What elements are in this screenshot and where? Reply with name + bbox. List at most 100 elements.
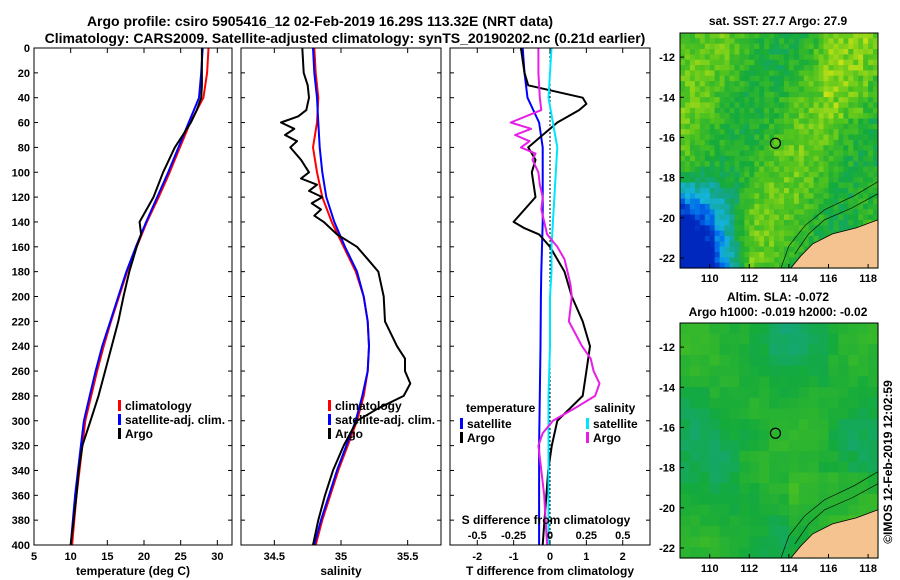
map-x-tick-label: 116 <box>820 563 838 575</box>
legend-label: satellite <box>593 417 638 431</box>
depth-tick-label: 140 <box>12 217 30 229</box>
map-y-tick-label: -12 <box>659 342 675 354</box>
top-axis-label: S difference from climatology <box>462 513 631 527</box>
legend-label: Argo <box>125 427 153 441</box>
series-satellite-adj-clim- <box>312 48 370 545</box>
sla-map-panel: Altim. SLA: -0.072 Argo h1000: -0.019 h2… <box>659 290 879 575</box>
sst-map-title: sat. SST: 27.7 Argo: 27.9 <box>709 14 848 28</box>
salinity-panel: 34.5 35 35.5 salinity climatologysatellite-a… <box>240 47 442 578</box>
legend-swatch <box>118 414 121 425</box>
argo-location-marker <box>769 137 782 149</box>
map-y-tick-label: -16 <box>659 132 675 144</box>
legend-swatch <box>460 418 463 429</box>
title-line1: Argo profile: csiro 5905416_12 02-Feb-20… <box>87 13 553 29</box>
map-y-tick-label: -22 <box>659 543 675 555</box>
plot-frame <box>449 47 651 546</box>
x-tick-label: -1 <box>509 551 519 563</box>
sst-map-panel: sat. SST: 27.7 Argo: 27.9 110 112 114 116 11… <box>659 14 879 285</box>
depth-tick-label: 260 <box>12 366 30 378</box>
map-x-tick-label: 112 <box>740 563 758 575</box>
depth-tick-label: 320 <box>12 441 30 453</box>
depth-tick-label: 280 <box>12 391 30 403</box>
depth-tick-label: 160 <box>12 242 30 254</box>
depth-tick-label: 40 <box>18 93 30 105</box>
imos-credit: ©IMOS 12-Feb-2019 12:02:59 <box>881 380 895 544</box>
map-y-tick-label: -14 <box>659 382 676 394</box>
map-x-tick-label: 118 <box>859 273 877 285</box>
depth-tick-label: 340 <box>12 465 30 477</box>
depth-tick-label: 120 <box>12 192 30 204</box>
sla-map-subtitle: Argo h1000: -0.019 h2000: -0.02 <box>689 305 868 319</box>
top-tick-label: 0.5 <box>615 530 630 542</box>
depth-tick-label: 300 <box>12 416 30 428</box>
depth-tick-label: 220 <box>12 316 30 328</box>
map-x-tick-label: 114 <box>780 273 799 285</box>
legend-swatch <box>328 428 331 439</box>
x-tick-label: 35 <box>335 551 347 563</box>
depth-tick-label: 0 <box>24 43 30 55</box>
legend-label: satellite-adj. clim. <box>125 413 225 427</box>
depth-tick-label: 200 <box>12 292 30 304</box>
depth-tick-label: 100 <box>12 167 30 179</box>
series-argo <box>69 48 203 545</box>
legend-swatch <box>586 418 589 429</box>
legend-header-salinity: salinity <box>594 401 636 415</box>
bathymetry-contour <box>794 193 879 255</box>
depth-tick-label: 180 <box>12 267 30 279</box>
legend-label: Argo <box>335 427 363 441</box>
top-tick-label: 0 <box>547 530 553 542</box>
series-climatology <box>312 48 370 545</box>
map-frame <box>679 322 879 559</box>
temperature-panel: 0 20 40 60 80 100 120 140 160 180 200 220 240 260 280 3… <box>12 43 233 578</box>
legend-swatch <box>460 432 463 443</box>
legend-label: Argo <box>467 431 495 445</box>
x-axis-label: temperature (deg C) <box>76 564 190 578</box>
map-y-tick-label: -12 <box>659 52 675 64</box>
depth-tick-label: 360 <box>12 490 30 502</box>
legend-label: Argo <box>593 431 621 445</box>
map-y-tick-label: -16 <box>659 422 675 434</box>
top-tick-label: 0.25 <box>576 530 597 542</box>
x-tick-label: 5 <box>31 551 37 563</box>
legend-label: climatology <box>125 399 192 413</box>
map-y-tick-label: -18 <box>659 463 675 475</box>
map-x-tick-label: 116 <box>820 273 838 285</box>
sla-map-title: Altim. SLA: -0.072 <box>727 290 829 304</box>
title-line2: Climatology: CARS2009. Satellite-adjuste… <box>45 30 646 46</box>
x-tick-label: 25 <box>175 551 187 563</box>
map-x-tick-label: 114 <box>780 563 799 575</box>
top-tick-label: -0.25 <box>501 530 526 542</box>
legend-header-temperature: temperature <box>466 401 536 415</box>
map-x-tick-label: 110 <box>701 273 719 285</box>
legend-swatch <box>586 432 589 443</box>
depth-tick-label: 80 <box>18 142 30 154</box>
legend-label: satellite <box>467 417 512 431</box>
depth-tick-label: 60 <box>18 118 30 130</box>
x-tick-label: 34.5 <box>264 551 285 563</box>
map-y-tick-label: -22 <box>659 253 675 265</box>
x-tick-label: 0 <box>547 551 553 563</box>
map-frame <box>679 32 879 269</box>
map-y-tick-label: -20 <box>659 503 675 515</box>
figure-title: Argo profile: csiro 5905416_12 02-Feb-20… <box>45 13 646 46</box>
legend-label: climatology <box>335 399 402 413</box>
depth-tick-label: 380 <box>12 515 30 527</box>
legend-label: satellite-adj. clim. <box>335 413 435 427</box>
series-satellite-adj-clim- <box>69 48 204 545</box>
legend-swatch <box>328 414 331 425</box>
difference-panel: -2 -1 0 1 2T difference from climatology temp… <box>449 47 651 578</box>
x-tick-label: 30 <box>211 551 223 563</box>
series-s-argo <box>509 48 601 545</box>
plot-frame <box>33 47 233 546</box>
x-tick-label: 10 <box>65 551 77 563</box>
legend-swatch <box>328 400 331 411</box>
x-axis-label: salinity <box>320 564 362 578</box>
series-argo <box>280 48 412 545</box>
map-y-tick-label: -18 <box>659 173 675 185</box>
legend-swatch <box>118 400 121 411</box>
x-tick-label: 15 <box>101 551 113 563</box>
depth-tick-label: 240 <box>12 341 30 353</box>
series-group <box>280 48 412 545</box>
depth-tick-label: 400 <box>12 540 30 552</box>
